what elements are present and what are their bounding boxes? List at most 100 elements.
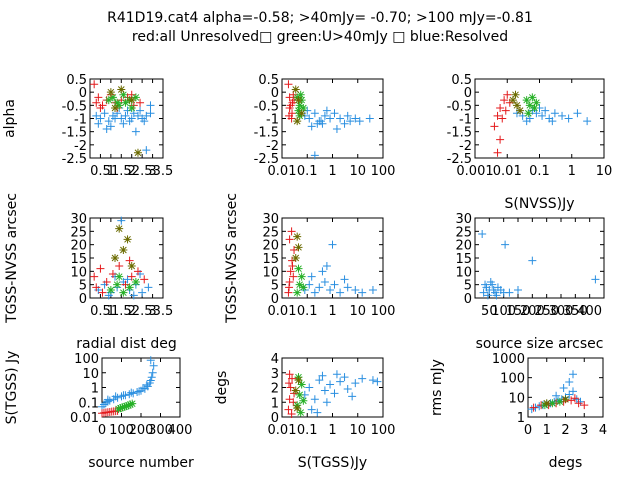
data-point (340, 373, 349, 382)
data-point (343, 283, 352, 292)
data-point (318, 371, 327, 380)
data-point (119, 90, 128, 99)
data-point (146, 356, 155, 365)
data-point (483, 291, 492, 300)
data-point (104, 117, 113, 126)
x-tick-label: 10 (349, 164, 366, 179)
data-point (106, 88, 115, 97)
data-point (119, 391, 128, 400)
x-tick-label: 2 (128, 304, 136, 319)
x-axis-label: S(NVSS)Jy (504, 196, 574, 212)
data-point (133, 267, 142, 276)
data-point (336, 114, 345, 123)
data-point (285, 235, 294, 244)
data-point (580, 401, 589, 410)
y-tick-label: 15 (70, 252, 87, 267)
data-point (148, 368, 157, 377)
data-point (332, 125, 341, 134)
data-point (92, 98, 101, 107)
data-point (118, 403, 127, 412)
data-point (548, 117, 557, 126)
data-point (514, 286, 522, 294)
data-point (330, 389, 339, 398)
y-tick-label: 1 (271, 396, 279, 411)
data-point (123, 275, 132, 284)
y-tick-label: 0 (79, 292, 87, 307)
data-point (310, 395, 319, 404)
data-point (527, 405, 536, 414)
y-tick-label: 5 (464, 279, 472, 294)
data-point (322, 262, 331, 270)
x-tick-label: 2 (128, 164, 136, 179)
data-point (96, 114, 105, 123)
x-axis-label: degs (549, 455, 583, 471)
data-point (555, 397, 564, 406)
data-point (106, 122, 115, 131)
x-tick-label: 4 (599, 423, 607, 438)
x-tick-label: 10 (596, 164, 613, 179)
y-tick-label: -0.5 (62, 99, 87, 114)
x-tick-label: 0.1 (297, 164, 318, 179)
y-tick-label: 1 (517, 411, 525, 426)
figure-title-line2: red:all Unresolved□ green:U>40mJy □ blue… (132, 29, 508, 45)
x-tick-label: 3.5 (153, 304, 174, 319)
panel-3: 0.001 0.01 0.1 1 10 0.50-0.5-1-1.5-2-2.5 S(NVS… (447, 73, 613, 212)
data-point (114, 404, 123, 413)
data-point (117, 216, 126, 225)
x-tick-label: 1 (107, 164, 115, 179)
data-point (131, 278, 140, 286)
data-point (127, 262, 136, 270)
data-point (528, 93, 537, 102)
data-point (368, 286, 377, 294)
data-point (295, 280, 304, 289)
data-point (293, 93, 302, 102)
y-tick-label: 30 (70, 212, 87, 227)
data-point (129, 389, 138, 398)
data-point (131, 127, 140, 136)
data-point (133, 111, 142, 120)
data-point (297, 272, 306, 281)
data-point (115, 272, 124, 281)
data-point (320, 386, 329, 395)
data-point (284, 405, 293, 414)
data-point (90, 272, 99, 281)
data-point (508, 96, 517, 105)
data-point (313, 408, 322, 417)
data-point (503, 90, 512, 99)
y-tick-label: 0 (271, 86, 279, 101)
data-point (285, 283, 294, 292)
data-point (492, 291, 501, 300)
data-point (119, 119, 128, 128)
x-tick-label: 0.001 (456, 164, 493, 179)
y-tick-label: 0 (271, 292, 279, 307)
data-point (108, 270, 117, 278)
data-point (574, 399, 583, 408)
data-point (305, 114, 314, 123)
x-tick-label: 0.01 (268, 304, 297, 319)
x-tick-label: 3 (148, 304, 156, 319)
y-tick-label: 25 (70, 225, 87, 240)
data-point (98, 288, 107, 297)
x-tick-label: 0.01 (268, 164, 297, 179)
data-point (111, 103, 120, 112)
data-point (316, 117, 325, 126)
x-tick-label: 1 (328, 164, 336, 179)
data-point (573, 109, 582, 118)
x-tick-label: 250 (534, 304, 559, 319)
panel-2: 0.01 0.1 1 10 100 0.50-0.5-1-1.5-2-2.5 (254, 73, 396, 179)
data-point (348, 392, 357, 401)
y-tick-label: 10 (455, 265, 472, 280)
data-point (125, 283, 134, 292)
data-point (140, 275, 149, 284)
x-tick-label: 10 (349, 423, 366, 438)
x-tick-label: 300 (549, 304, 574, 319)
data-point (320, 111, 329, 120)
y-tick-label: -2.5 (62, 152, 87, 167)
data-point (90, 80, 99, 89)
y-tick-label: 20 (70, 239, 87, 254)
data-point (294, 264, 303, 273)
data-point (569, 370, 577, 379)
data-point (525, 101, 534, 110)
